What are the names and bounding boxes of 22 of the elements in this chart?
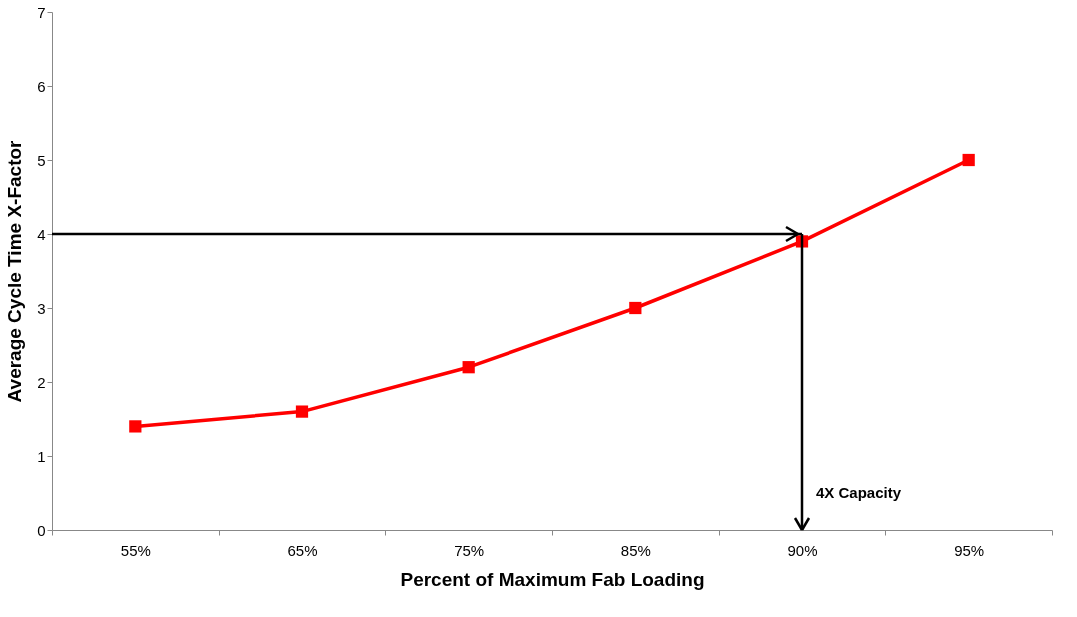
- y-tick-label: 4: [37, 225, 46, 243]
- x-tick-label: 90%: [787, 541, 818, 559]
- x-tick-label: 65%: [287, 541, 318, 559]
- x-tick-label: 55%: [120, 541, 151, 559]
- y-tick-label: 0: [37, 521, 46, 539]
- x-tick-label: 75%: [454, 541, 485, 559]
- y-tick-label: 5: [37, 151, 46, 169]
- y-tick-label: 2: [37, 373, 46, 391]
- point: [295, 405, 309, 418]
- point: [962, 153, 975, 167]
- y-axis-title: Average Cycle Time X-Factor: [4, 139, 26, 403]
- point: [629, 301, 642, 315]
- point: [129, 420, 142, 433]
- annotation: 4X Capacity: [816, 484, 902, 501]
- point: [462, 361, 475, 374]
- x-tick-label: 85%: [620, 541, 651, 559]
- y-tick-label: 3: [37, 299, 46, 317]
- y-tick-label: 6: [37, 77, 46, 95]
- y-tick-label: 1: [37, 447, 46, 465]
- x-axis-title: Percent of Maximum Fab Loading: [400, 568, 705, 590]
- x-tick-label: 95%: [954, 541, 985, 559]
- y-tick-label: 7: [37, 3, 46, 21]
